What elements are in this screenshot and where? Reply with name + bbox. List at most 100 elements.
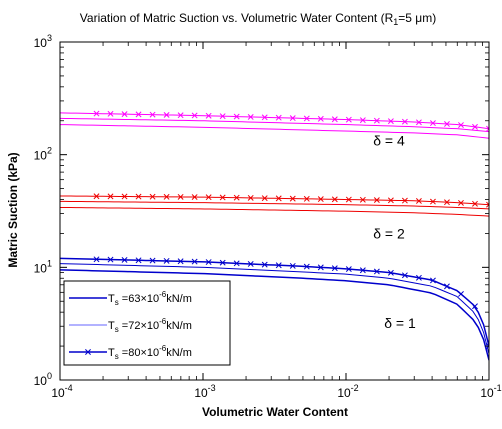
data-point-marker <box>219 259 226 266</box>
data-point-marker <box>401 272 408 279</box>
data-point-marker <box>275 262 282 269</box>
data-point-marker <box>177 258 184 265</box>
legend-entry-3: Ts =80×10-6kN/m <box>69 344 192 361</box>
data-point-marker <box>429 120 436 127</box>
data-point-marker <box>345 196 352 203</box>
data-point-marker <box>289 195 296 202</box>
data-point-marker <box>135 193 142 200</box>
data-point-marker <box>163 111 170 118</box>
legend-box <box>63 280 231 366</box>
legend-label: Ts =80×10-6kN/m <box>108 344 192 361</box>
data-point-marker <box>373 117 380 124</box>
data-point-marker <box>219 113 226 120</box>
chart-title: Variation of Matric Suction vs. Volumetr… <box>80 11 436 27</box>
data-point-marker <box>458 291 464 297</box>
data-point-marker <box>149 111 156 118</box>
data-point-marker <box>233 194 240 201</box>
data-point-marker <box>359 196 366 203</box>
data-point-marker <box>472 200 478 207</box>
data-point-marker <box>163 257 170 264</box>
data-point-marker <box>317 264 324 271</box>
data-point-marker <box>205 259 212 266</box>
y-tick-label: 100 <box>34 371 52 388</box>
data-point-marker <box>233 113 240 120</box>
series-group-3 <box>60 256 489 361</box>
data-point-marker <box>359 267 366 274</box>
delta-annotation: δ = 4 <box>373 133 405 149</box>
y-axis-label: Matric Suction (kPa) <box>6 152 20 267</box>
data-point-marker <box>401 197 408 204</box>
data-point-marker <box>177 193 184 200</box>
data-point-marker <box>149 193 156 200</box>
data-point-marker <box>458 199 464 206</box>
data-point-marker <box>93 110 100 117</box>
data-point-marker <box>107 193 114 200</box>
data-point-marker <box>205 112 212 119</box>
data-point-marker <box>121 111 128 118</box>
series-group-1 <box>60 110 489 139</box>
data-point-marker <box>401 118 408 125</box>
y-tick-label: 102 <box>34 146 52 163</box>
data-point-marker <box>303 263 310 270</box>
data-point-marker <box>177 112 184 119</box>
legend-label: Ts =63×10-6kN/m <box>108 290 192 307</box>
legend-marker-swatch <box>85 349 91 355</box>
data-point-marker <box>163 193 170 200</box>
series-line-ts80-group1 <box>60 112 489 130</box>
series-line-ts72-group1 <box>60 117 489 133</box>
data-point-marker <box>443 283 450 290</box>
data-point-marker <box>261 114 268 121</box>
data-point-marker <box>458 122 464 128</box>
data-point-marker <box>191 112 198 119</box>
data-point-marker <box>149 257 156 264</box>
data-point-marker <box>191 194 198 201</box>
data-point-marker <box>191 258 198 265</box>
axis-tick-labels: 10-4 10-3 10-2 10-1 100 101 102 103 <box>34 33 502 400</box>
data-point-marker <box>331 196 338 203</box>
data-point-marker <box>275 114 282 121</box>
series-markers-ts80-group2 <box>93 193 489 208</box>
data-point-marker <box>443 120 450 127</box>
data-point-marker <box>135 257 142 264</box>
data-point-marker <box>317 196 324 203</box>
data-point-marker <box>331 265 338 272</box>
data-point-marker <box>289 115 296 122</box>
x-tick-label: 10-3 <box>194 383 215 400</box>
y-tick-label: 103 <box>34 33 52 50</box>
data-point-marker <box>472 303 478 310</box>
data-point-marker <box>443 199 450 206</box>
series-markers-ts80-group3 <box>93 256 489 350</box>
data-point-marker <box>121 193 128 200</box>
legend: Ts =63×10-6kN/m Ts =72×10-6kN/m Ts =80×10-… <box>63 280 231 366</box>
y-tick-label: 101 <box>34 258 52 275</box>
data-point-marker <box>486 125 489 132</box>
data-point-marker <box>373 268 380 275</box>
data-point-marker <box>275 195 282 202</box>
series-line-ts63-group1 <box>60 124 489 139</box>
data-point-marker <box>387 197 394 204</box>
data-point-marker <box>247 113 254 120</box>
data-point-marker <box>359 117 366 124</box>
legend-label: Ts =72×10-6kN/m <box>108 317 192 334</box>
data-point-marker <box>205 194 212 201</box>
data-point-marker <box>415 197 422 204</box>
data-point-marker <box>107 110 114 117</box>
data-point-marker <box>486 201 489 208</box>
series-line-ts63-group3 <box>60 269 489 361</box>
data-point-marker <box>387 269 394 276</box>
series-line-ts63-group2 <box>60 206 489 217</box>
data-point-marker <box>429 198 436 205</box>
x-tick-label: 10-1 <box>480 383 501 400</box>
series-line-ts80-group2 <box>60 195 489 206</box>
data-point-marker <box>261 195 268 202</box>
plot-area <box>60 110 489 361</box>
data-point-marker <box>247 194 254 201</box>
series-group-2 <box>60 193 489 217</box>
x-axis-label: Volumetric Water Content <box>202 405 348 419</box>
series-line-ts72-group3 <box>60 263 489 355</box>
data-point-marker <box>331 116 338 123</box>
data-point-marker <box>429 277 436 284</box>
data-point-marker <box>345 266 352 273</box>
